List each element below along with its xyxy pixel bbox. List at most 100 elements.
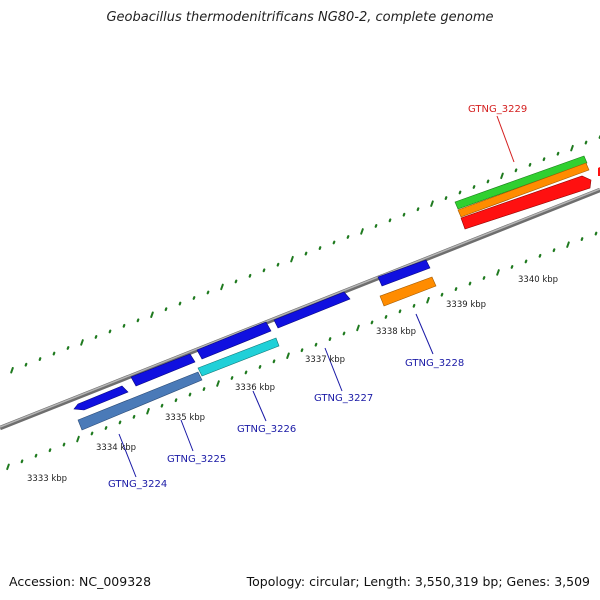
tick-mark — [318, 246, 322, 250]
tick-mark — [62, 442, 66, 447]
callout-line-gtng-3224 — [118, 433, 137, 478]
tick-mark — [514, 168, 518, 173]
gene-label-gtng-3226[interactable]: GTNG_3226 — [237, 424, 296, 435]
tick-mark — [388, 218, 392, 223]
gene-label-gtng-3227[interactable]: GTNG_3227 — [314, 393, 373, 404]
tick-mark — [342, 331, 346, 336]
tick-mark — [216, 380, 220, 387]
tick-mark — [174, 398, 178, 403]
gene-arrow-green[interactable] — [454, 155, 588, 210]
tick-mark — [48, 448, 52, 453]
tick-mark — [132, 414, 136, 419]
tick-mark — [304, 251, 308, 256]
tick-mark — [482, 276, 486, 280]
kbp-label: 3334 kbp — [96, 443, 136, 453]
tick-mark — [160, 403, 164, 408]
tick-mark — [80, 339, 84, 346]
tick-mark — [34, 453, 38, 458]
genome-summary-text: Topology: circular; Length: 3,550,319 bp… — [246, 574, 590, 589]
gene-arrow-orange[interactable] — [457, 162, 590, 218]
tick-mark — [94, 335, 98, 339]
gene-bar-steel-gtng-3224[interactable] — [77, 371, 203, 431]
tick-mark — [258, 365, 262, 369]
tick-mark — [300, 348, 304, 353]
tick-mark — [76, 435, 80, 443]
tick-mark — [440, 292, 444, 297]
tick-mark — [272, 359, 276, 364]
tick-mark — [430, 200, 434, 207]
tick-mark — [276, 262, 280, 267]
genome-backbone — [0, 187, 600, 431]
tick-mark — [118, 420, 122, 425]
gene-label-gtng-3225[interactable]: GTNG_3225 — [167, 454, 226, 465]
tick-mark — [398, 309, 402, 314]
tick-mark — [192, 296, 196, 300]
tick-mark — [580, 237, 584, 241]
gene-arrow-blue[interactable] — [130, 353, 196, 387]
gene-label-gtng-3224[interactable]: GTNG_3224 — [108, 479, 167, 490]
gene-arrow-blue-gtng-3227[interactable] — [273, 291, 351, 329]
tick-mark — [416, 207, 420, 212]
tick-mark — [188, 392, 192, 397]
tick-mark — [524, 259, 528, 264]
tick-mark — [262, 268, 266, 273]
kbp-labels: 3333 kbp 3334 kbp 3335 kbp 3336 kbp 3337… — [27, 275, 558, 484]
tick-mark — [552, 248, 556, 253]
gene-arrow-blue[interactable] — [196, 321, 272, 360]
callout-line-gtng-3227 — [324, 347, 343, 392]
tick-mark — [472, 185, 476, 189]
kbp-label: 3336 kbp — [235, 383, 275, 393]
tick-mark — [38, 357, 42, 361]
gene-bar-cyan-gtng-3226[interactable] — [197, 337, 280, 377]
gene-arrow-blue[interactable] — [377, 259, 431, 287]
tick-mark — [584, 140, 588, 145]
tick-mark — [122, 323, 126, 328]
tick-mark — [486, 179, 490, 184]
tick-mark — [468, 281, 472, 286]
kbp-label: 3338 kbp — [376, 327, 416, 337]
tick-mark — [374, 224, 378, 228]
tick-mark — [542, 157, 546, 162]
tick-mark — [202, 387, 206, 391]
callout-line-gtng-3225 — [180, 419, 194, 452]
tick-mark — [6, 463, 10, 471]
tick-mark — [444, 196, 448, 200]
genome-backbone-highlight — [0, 188, 600, 428]
tick-mark — [370, 320, 374, 325]
kbp-label: 3335 kbp — [165, 413, 205, 423]
tick-mark — [146, 408, 150, 415]
forward-strand-genes — [73, 155, 600, 411]
tick-mark — [454, 287, 458, 291]
kbp-label: 3337 kbp — [305, 355, 345, 365]
tick-mark — [528, 162, 532, 167]
tick-mark — [230, 376, 234, 380]
tick-marks — [6, 135, 600, 471]
gene-arrow-blue[interactable] — [73, 385, 129, 411]
tick-mark — [66, 346, 70, 350]
tick-mark — [104, 426, 108, 430]
tick-mark — [24, 362, 28, 367]
tick-mark — [244, 370, 248, 375]
tick-mark — [426, 297, 430, 304]
tick-mark — [248, 273, 252, 278]
gene-callout-lines — [118, 115, 515, 478]
tick-mark — [178, 301, 182, 306]
tick-mark — [332, 240, 336, 245]
tick-mark — [402, 212, 406, 217]
gene-label-gtng-3229[interactable]: GTNG_3229 — [468, 104, 527, 115]
tick-mark — [384, 315, 388, 319]
kbp-label: 3340 kbp — [518, 275, 558, 285]
gene-bar-orange-gtng-3228[interactable] — [379, 276, 437, 307]
tick-mark — [10, 367, 14, 374]
tick-mark — [556, 151, 560, 156]
gene-label-gtng-3228[interactable]: GTNG_3228 — [405, 358, 464, 369]
tick-mark — [52, 351, 56, 356]
tick-mark — [314, 342, 318, 347]
tick-mark — [570, 144, 574, 152]
tick-mark — [90, 431, 94, 436]
gene-arrow-red-gtng-3229[interactable] — [460, 175, 592, 230]
tick-mark — [360, 228, 364, 235]
tick-mark — [510, 265, 514, 269]
tick-mark — [458, 190, 462, 195]
